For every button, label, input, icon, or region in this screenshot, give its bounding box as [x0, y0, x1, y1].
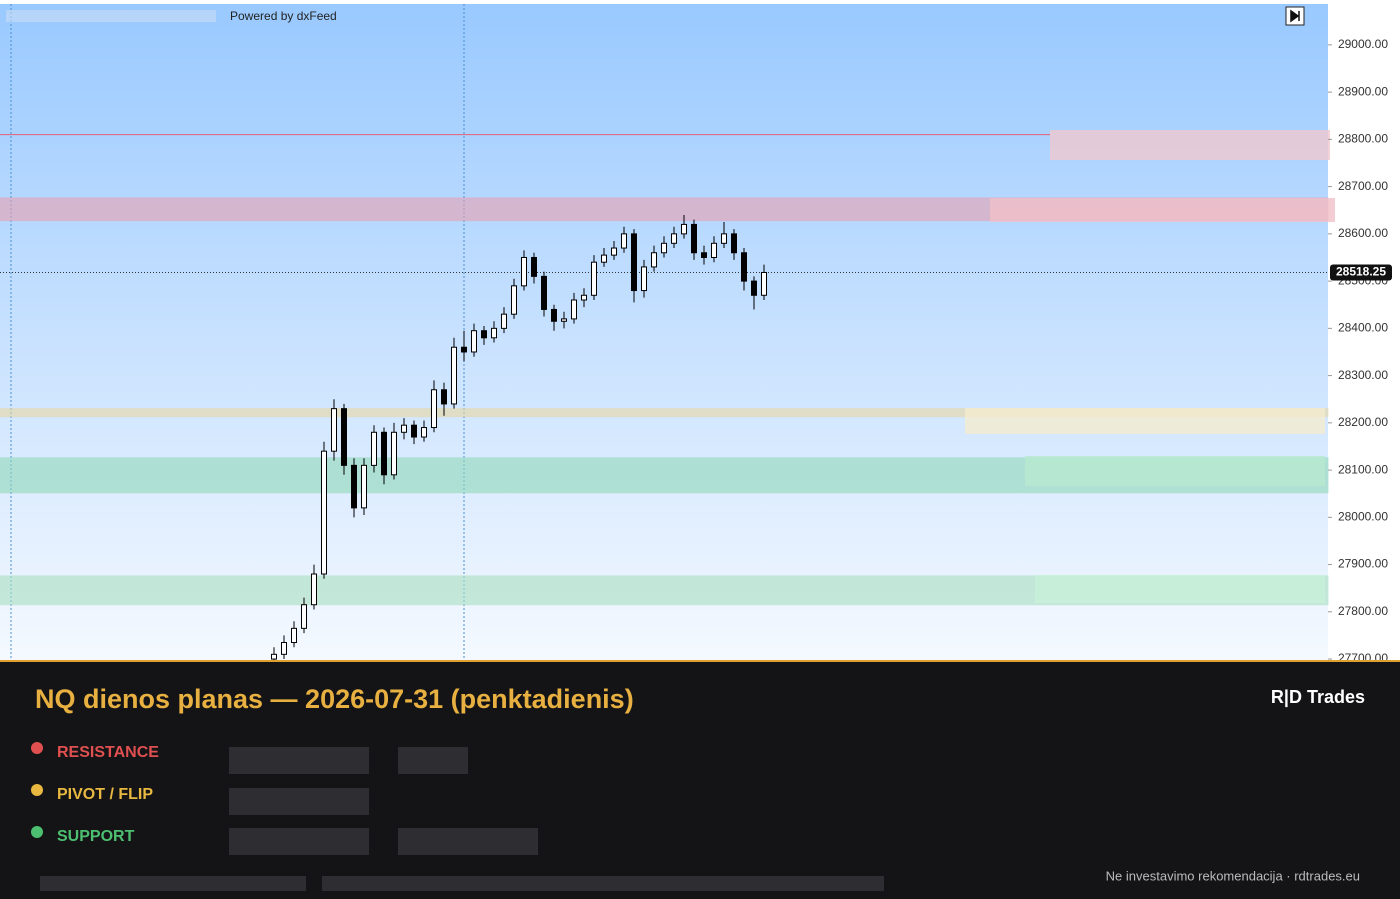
blurred-label — [1025, 456, 1325, 486]
y-tick-label: 28700.00 — [1338, 179, 1388, 193]
candle-body — [541, 275, 547, 310]
candle-body — [301, 604, 307, 629]
y-tick-label: 27800.00 — [1338, 604, 1388, 618]
pivot-zone — [0, 408, 1329, 418]
candle-body — [661, 242, 667, 254]
candle-body — [731, 233, 737, 254]
candle-body — [741, 252, 747, 282]
y-tick-label: 29000.00 — [1338, 37, 1388, 51]
candle-body — [331, 408, 337, 452]
candle-body — [481, 330, 487, 339]
candle-body — [341, 408, 347, 466]
candle-body — [501, 313, 507, 329]
candle-body — [511, 285, 517, 315]
blurred-brand — [6, 10, 216, 22]
blurred-label — [1050, 130, 1330, 160]
candle-body — [751, 280, 757, 296]
y-tick-label: 28900.00 — [1338, 84, 1388, 98]
plot-area — [0, 4, 1328, 660]
candle-body — [371, 431, 377, 466]
candle-body — [591, 261, 597, 296]
candle-body — [761, 271, 767, 296]
candle-body — [651, 252, 657, 268]
y-tick-label: 28400.00 — [1338, 321, 1388, 335]
legend-dot — [31, 742, 43, 754]
candle-body — [641, 266, 647, 292]
candle-body — [551, 308, 557, 322]
candle-body — [421, 427, 427, 438]
candle-body — [351, 464, 357, 509]
candle-body — [561, 318, 567, 322]
y-tick-label: 27900.00 — [1338, 557, 1388, 571]
candle-body — [671, 233, 677, 244]
legend-label: PIVOT / FLIP — [57, 786, 153, 803]
y-tick-label: 28800.00 — [1338, 132, 1388, 146]
candle-body — [441, 389, 447, 405]
candle-body — [681, 223, 687, 235]
candle-body — [491, 327, 497, 339]
candle-body — [321, 450, 327, 575]
y-tick-label: 28000.00 — [1338, 509, 1388, 523]
candle-body — [521, 256, 527, 287]
brand: R|D Trades — [1271, 687, 1365, 707]
legend-label: RESISTANCE — [57, 744, 159, 761]
candle-body — [711, 242, 717, 258]
candle-body — [401, 424, 407, 433]
candle-body — [361, 464, 367, 509]
candle-body — [291, 627, 297, 644]
panel-title: NQ dienos planas — 2026-07-31 (penktadie… — [35, 684, 634, 714]
legend-dot — [31, 784, 43, 796]
candle-body — [311, 573, 317, 606]
last-price-label: 28518.25 — [1336, 265, 1386, 279]
blurred-label — [990, 198, 1335, 222]
y-tick-label: 28200.00 — [1338, 415, 1388, 429]
candle-body — [611, 247, 617, 256]
legend-label: SUPPORT — [57, 828, 135, 845]
candle-body — [271, 653, 277, 660]
last-price-box — [1330, 264, 1392, 281]
candle-body — [531, 256, 537, 277]
candle-body — [381, 431, 387, 476]
blurred-content — [40, 747, 884, 891]
candle-body — [391, 431, 397, 476]
source-text: Powered by dxFeed — [230, 9, 337, 23]
candle-body — [721, 233, 727, 244]
candle-body — [701, 252, 707, 258]
y-tick-label: 28300.00 — [1338, 368, 1388, 382]
candle-body — [571, 299, 577, 320]
candle-body — [411, 424, 417, 438]
legend-dot — [31, 826, 43, 838]
candle-body — [621, 233, 627, 249]
y-tick-label: 28100.00 — [1338, 462, 1388, 476]
info-panel — [0, 660, 1400, 899]
candle-body — [451, 346, 457, 405]
candle-body — [601, 254, 607, 263]
blurred-label — [965, 408, 1325, 434]
candle-body — [281, 642, 287, 655]
candle-body — [581, 294, 587, 301]
y-tick-label: 28600.00 — [1338, 226, 1388, 240]
candle-body — [431, 389, 437, 429]
footer: Ne investavimo rekomendacija · rdtrades.… — [1106, 868, 1360, 883]
candle-body — [461, 346, 467, 353]
candle-body — [691, 223, 697, 254]
candle-body — [471, 330, 477, 353]
scroll-icon — [1290, 9, 1300, 23]
candle-body — [631, 233, 637, 292]
blurred-label — [1035, 575, 1325, 603]
